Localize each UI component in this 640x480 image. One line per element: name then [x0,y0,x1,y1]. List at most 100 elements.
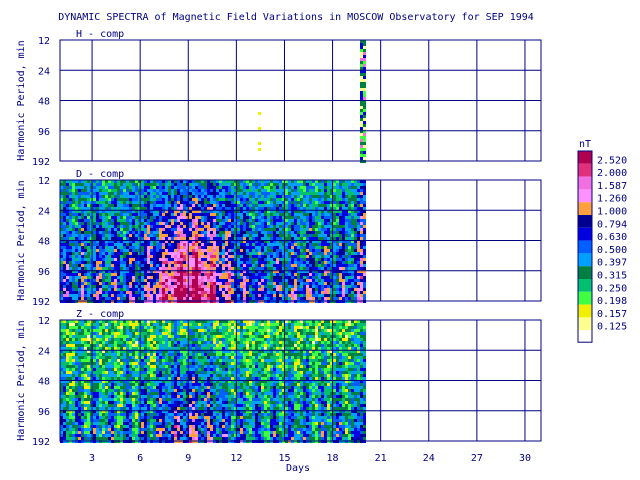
heatmap-cell [243,279,246,282]
heatmap-cell [93,192,96,195]
heatmap-cell [342,273,345,276]
heatmap-cell [186,294,189,297]
heatmap-cell [318,276,321,279]
heatmap-cell [345,186,348,189]
heatmap-cell [132,204,135,207]
heatmap-cell [84,413,87,416]
heatmap-cell [78,183,81,186]
heatmap-cell [174,261,177,264]
heatmap-cell [210,294,213,297]
heatmap-cell [312,297,315,300]
heatmap-cell [81,371,84,374]
heatmap-cell [204,279,207,282]
heatmap-cell [270,225,273,228]
heatmap-cell [276,210,279,213]
heatmap-cell [99,261,102,264]
heatmap-cell [87,294,90,297]
heatmap-cell [81,240,84,243]
heatmap-cell [111,258,114,261]
heatmap-cell [228,204,231,207]
heatmap-cell [222,270,225,273]
heatmap-cell [210,261,213,264]
heatmap-cell [135,264,138,267]
heatmap-cell [180,252,183,255]
heatmap-cell [102,279,105,282]
heatmap-cell [114,258,117,261]
heatmap-cell [342,267,345,270]
heatmap-cell [228,273,231,276]
heatmap-cell [105,386,108,389]
heatmap-cell [141,270,144,273]
heatmap-cell [345,219,348,222]
heatmap-cell [75,401,78,404]
heatmap-cell [360,231,363,234]
heatmap-cell [150,240,153,243]
heatmap-cell [318,264,321,267]
heatmap-cell [168,267,171,270]
heatmap-cell [333,294,336,297]
heatmap-cell [141,297,144,300]
heatmap-cell [339,195,342,198]
heatmap-cell [93,210,96,213]
heatmap-cell [264,285,267,288]
heatmap-cell [108,368,111,371]
heatmap-cell [345,234,348,237]
heatmap-cell [333,198,336,201]
heatmap-cell [105,398,108,401]
heatmap-cell [177,225,180,228]
heatmap-cell [339,282,342,285]
heatmap-cell [312,183,315,186]
heatmap-cell [363,82,366,85]
heatmap-cell [78,213,81,216]
heatmap-cell [354,210,357,213]
heatmap-cell [144,288,147,291]
heatmap-cell [288,231,291,234]
heatmap-cell [234,246,237,249]
heatmap-cell [252,246,255,249]
heatmap-cell [93,410,96,413]
heatmap-cell [294,297,297,300]
heatmap-cell [321,228,324,231]
heatmap-cell [351,186,354,189]
heatmap-cell [69,276,72,279]
heatmap-cell [210,207,213,210]
heatmap-cell [357,207,360,210]
heatmap-cell [174,291,177,294]
heatmap-cell [90,267,93,270]
heatmap-cell [324,210,327,213]
heatmap-cell [279,180,282,183]
heatmap-cell [141,288,144,291]
heatmap-cell [108,255,111,258]
heatmap-cell [351,231,354,234]
heatmap-cell [339,276,342,279]
heatmap-cell [255,183,258,186]
heatmap-cell [192,249,195,252]
heatmap-cell [159,258,162,261]
heatmap-cell [321,231,324,234]
heatmap-cell [60,392,63,395]
heatmap-cell [192,186,195,189]
heatmap-cell [336,180,339,183]
heatmap-cell [63,335,66,338]
heatmap-cell [66,192,69,195]
heatmap-cell [237,219,240,222]
heatmap-cell [336,216,339,219]
heatmap-cell [84,294,87,297]
heatmap-cell [231,282,234,285]
heatmap-cell [213,237,216,240]
heatmap-cell [189,234,192,237]
heatmap-cell [279,216,282,219]
heatmap-cell [99,434,102,437]
heatmap-cell [90,276,93,279]
heatmap-cell [333,255,336,258]
heatmap-cell [273,216,276,219]
heatmap-cell [78,237,81,240]
heatmap-cell [60,258,63,261]
heatmap-cell [99,264,102,267]
heatmap-cell [330,294,333,297]
heatmap-cell [201,228,204,231]
heatmap-cell [246,288,249,291]
heatmap-cell [333,225,336,228]
heatmap-cell [195,216,198,219]
heatmap-cell [186,249,189,252]
